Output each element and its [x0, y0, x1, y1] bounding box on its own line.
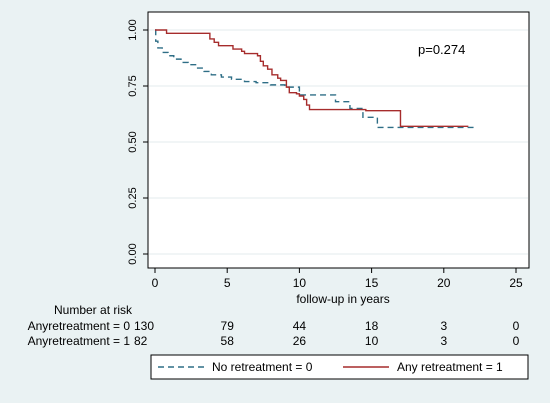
gridlines: [149, 29, 528, 255]
risk-value-1-5: 0: [513, 334, 520, 348]
risk-value-0-2: 44: [293, 319, 307, 333]
risk-value-0-0: 130: [134, 319, 154, 333]
risk-value-1-3: 10: [365, 334, 379, 348]
y-tick-label-0: 0.00: [127, 243, 139, 264]
p-value-annotation: p=0.274: [418, 42, 465, 57]
x-tick-label-0: 0: [152, 276, 159, 290]
risk-value-0-5: 0: [513, 319, 520, 333]
legend-box: [150, 354, 529, 380]
risk-row-label-1: Anyretreatment = 1: [28, 334, 131, 348]
series-no-retreatment-curve: [155, 29, 478, 129]
risk-value-0-3: 18: [365, 319, 379, 333]
plot-area: [147, 11, 530, 269]
legend-label-no-retreatment: No retreatment = 0: [212, 360, 313, 374]
y-tick-label-4: 1.00: [127, 19, 139, 40]
risk-value-1-0: 82: [134, 334, 148, 348]
risk-value-1-2: 26: [293, 334, 307, 348]
risk-table-title: Number at risk: [54, 303, 133, 317]
survival-curves: [155, 29, 478, 129]
risk-value-0-1: 79: [221, 319, 235, 333]
risk-value-1-4: 3: [440, 334, 447, 348]
risk-table: Anyretreatment = 0 130 79 44 18 3 0 Anyretreatm…: [28, 319, 520, 348]
x-tick-label-4: 20: [437, 276, 451, 290]
risk-row-label-0: Anyretreatment = 0: [28, 319, 131, 333]
x-tick-label-2: 10: [293, 276, 307, 290]
y-tick-label-3: 0.75: [127, 75, 139, 96]
legend-label-any-retreatment: Any retreatment = 1: [397, 360, 503, 374]
y-tick-label-1: 0.25: [127, 187, 139, 208]
x-tick-label-1: 5: [224, 276, 231, 290]
risk-value-0-4: 3: [440, 319, 447, 333]
x-axis: 0 5 10 15 20 25: [152, 268, 523, 290]
series-any-retreatment-curve: [155, 29, 469, 128]
x-tick-label-5: 25: [509, 276, 523, 290]
risk-value-1-1: 58: [221, 334, 235, 348]
y-tick-label-2: 0.50: [127, 131, 139, 152]
x-axis-label: follow-up in years: [296, 292, 389, 306]
x-tick-label-3: 15: [365, 276, 379, 290]
y-axis: 0.00 0.25 0.50 0.75 1.00: [127, 19, 148, 265]
